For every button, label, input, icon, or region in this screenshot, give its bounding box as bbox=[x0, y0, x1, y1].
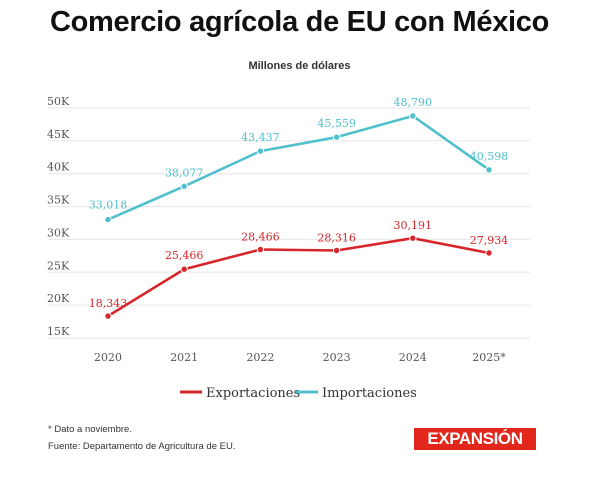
y-tick-label: 45K bbox=[47, 128, 70, 141]
brand-logo: EXPANSIÓN bbox=[414, 428, 536, 450]
footnote-source: Fuente: Departamento de Agricultura de E… bbox=[48, 441, 236, 452]
y-tick-label: 25K bbox=[47, 259, 70, 272]
x-tick-label: 2022 bbox=[246, 351, 274, 364]
data-label: 48,790 bbox=[394, 96, 433, 109]
x-tick-label: 2025* bbox=[472, 351, 506, 364]
data-label: 27,934 bbox=[470, 234, 509, 247]
chart-title: Comercio agrícola de EU con México bbox=[49, 6, 550, 38]
y-tick-label: 15K bbox=[47, 325, 70, 338]
data-label: 30,191 bbox=[394, 219, 433, 232]
data-point bbox=[256, 245, 265, 254]
y-tick-label: 30K bbox=[47, 226, 70, 239]
data-point bbox=[256, 147, 265, 155]
y-tick-label: 50K bbox=[47, 95, 70, 108]
data-point bbox=[332, 133, 341, 141]
x-tick-label: 2024 bbox=[399, 351, 427, 364]
data-label: 18,343 bbox=[89, 297, 128, 310]
y-tick-label: 20K bbox=[47, 292, 70, 305]
data-point bbox=[409, 112, 417, 120]
footnote-note: * Dato a noviembre. bbox=[48, 424, 132, 435]
data-point bbox=[332, 246, 341, 255]
data-label: 28,316 bbox=[317, 231, 356, 244]
data-point bbox=[104, 215, 112, 224]
data-point bbox=[409, 234, 417, 242]
data-label: 45,559 bbox=[317, 117, 356, 130]
legend-label-exportaciones: Exportaciones bbox=[206, 386, 300, 401]
data-label: 43,437 bbox=[241, 131, 280, 144]
data-label: 38,077 bbox=[165, 166, 204, 179]
series-line-exportaciones bbox=[107, 236, 490, 318]
y-tick-label: 35K bbox=[47, 194, 70, 207]
line-chart: 15K 20K 25K 30K 35K 40K 45K 50K 2020 2021 2022 2023… bbox=[47, 95, 530, 401]
x-tick-label: 2020 bbox=[94, 351, 122, 364]
data-label: 28,466 bbox=[241, 231, 280, 244]
x-tick-label: 2023 bbox=[323, 351, 351, 364]
y-tick-label: 40K bbox=[47, 161, 70, 174]
data-label: 33,018 bbox=[89, 199, 128, 212]
data-point bbox=[104, 312, 112, 320]
chart-subtitle: Millones de dólares bbox=[248, 60, 351, 72]
data-point bbox=[485, 249, 493, 257]
data-label: 40,598 bbox=[470, 150, 509, 163]
data-point bbox=[180, 182, 188, 191]
data-point bbox=[180, 265, 188, 273]
data-point bbox=[485, 166, 493, 174]
legend-label-importaciones: Importaciones bbox=[322, 386, 417, 401]
data-label: 25,466 bbox=[165, 249, 204, 262]
x-tick-label: 2021 bbox=[170, 351, 198, 364]
series-line-importaciones bbox=[107, 114, 490, 221]
